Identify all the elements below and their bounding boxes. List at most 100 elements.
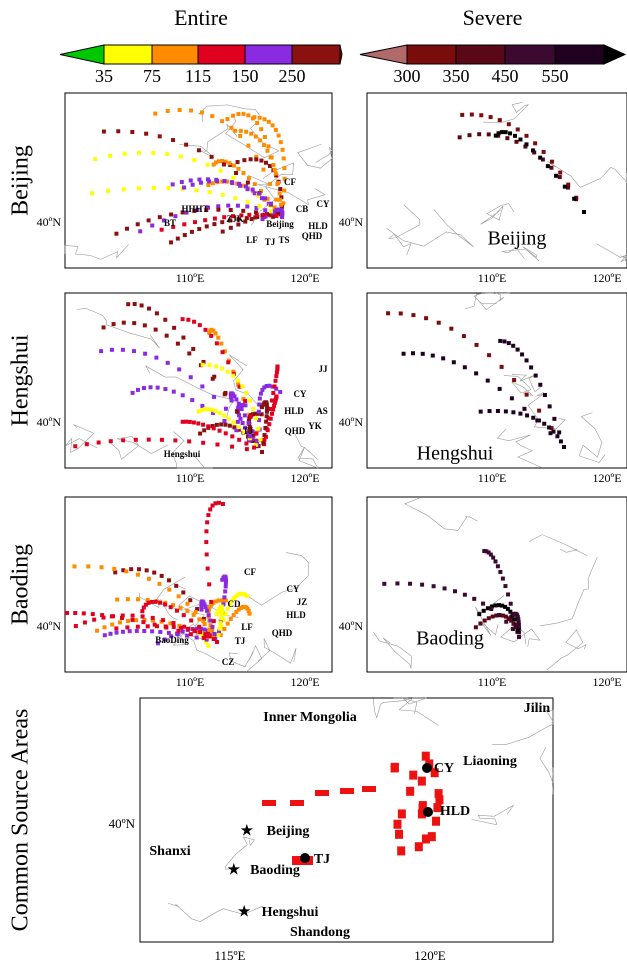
lon-label: 120ºE xyxy=(414,948,446,963)
lat-label: 40ºN xyxy=(37,619,62,633)
trajectory-cell xyxy=(505,606,510,611)
trajectory-cell xyxy=(516,622,521,627)
place-label: ZJK xyxy=(226,214,244,224)
trajectory-cell xyxy=(272,167,277,172)
trajectory-cell xyxy=(180,317,185,322)
trajectory-cell xyxy=(231,175,236,180)
trajectory-cell xyxy=(211,410,216,415)
trajectory-cell xyxy=(520,352,525,357)
boundary xyxy=(578,412,606,463)
trajectory-cell xyxy=(245,594,250,599)
trajectory-cell xyxy=(140,614,145,619)
trajectory-cell xyxy=(175,236,180,241)
trajectory-cell xyxy=(542,421,547,426)
trajectory-cell xyxy=(192,208,197,213)
trajectory-cell xyxy=(162,637,167,642)
trajectory-cell xyxy=(165,109,170,114)
trajectory-cell xyxy=(192,158,197,163)
trajectory-cell xyxy=(219,624,224,629)
trajectory-cell xyxy=(271,390,276,395)
trajectory-cell xyxy=(541,149,546,154)
trajectory-cell xyxy=(218,621,223,626)
trajectory-cell xyxy=(230,434,235,439)
trajectory-cell xyxy=(174,608,179,613)
boundary xyxy=(108,436,169,460)
trajectory-cell xyxy=(177,107,182,112)
trajectory-cell xyxy=(177,367,182,372)
colorbar-box xyxy=(504,44,556,65)
trajectory-cell xyxy=(401,351,406,356)
trajectory-cell xyxy=(231,613,236,618)
trajectory-cell xyxy=(234,593,239,598)
trajectory-cell xyxy=(572,196,577,201)
trajectory-cell xyxy=(247,398,252,403)
boundary xyxy=(492,709,554,745)
trajectory-cell xyxy=(469,112,474,117)
trajectory-cell xyxy=(126,302,131,307)
trajectory-cell xyxy=(124,226,129,231)
trajectory-cell xyxy=(275,367,280,372)
source-cell xyxy=(262,800,276,806)
trajectory-cell xyxy=(452,589,457,594)
trajectory-cell xyxy=(132,321,137,326)
trajectory-cell xyxy=(209,602,214,607)
place-label: TJ xyxy=(235,636,246,646)
colorbar-box xyxy=(406,44,457,65)
lon-label: 115ºE xyxy=(215,948,246,963)
trajectory-cell xyxy=(108,153,113,158)
trajectory-cell xyxy=(143,602,148,607)
city-star: ★ xyxy=(237,904,251,921)
trajectory-cell xyxy=(199,607,204,612)
city-dot xyxy=(422,763,432,773)
trajectory-cell xyxy=(192,319,197,324)
trajectory-cell xyxy=(146,576,151,581)
trajectory-cell xyxy=(529,365,534,370)
trajectory-cell xyxy=(515,628,520,633)
source-cell xyxy=(395,829,404,839)
trajectory-cell xyxy=(220,192,225,197)
trajectory-cell xyxy=(235,378,240,383)
trajectory-cell xyxy=(204,529,209,534)
trajectory-cell xyxy=(552,416,557,421)
colorbar-title: Entire xyxy=(174,5,228,30)
trajectory-cell xyxy=(161,618,166,623)
trajectory-cell xyxy=(262,134,267,139)
trajectory-cell xyxy=(202,407,207,412)
trajectory-cell xyxy=(271,407,276,412)
trajectory-cell xyxy=(212,222,217,227)
trajectory-cell xyxy=(210,376,215,381)
trajectory-cell xyxy=(282,176,287,181)
trajectory-cell xyxy=(228,218,233,223)
trajectory-cell xyxy=(436,320,441,325)
trajectory-cell xyxy=(158,600,163,605)
trajectory-cell xyxy=(268,406,273,411)
trajectory-cell xyxy=(150,618,155,623)
trajectory-cell xyxy=(261,167,266,172)
trajectory-cell xyxy=(493,559,498,564)
trajectory-cell xyxy=(189,229,194,234)
trajectory-cell xyxy=(169,240,174,245)
trajectory-cell xyxy=(246,438,251,443)
trajectory-cell xyxy=(207,634,212,639)
trajectory-cell xyxy=(159,573,164,578)
boundary xyxy=(294,433,319,469)
trajectory-cell xyxy=(424,316,429,321)
trajectory-cell xyxy=(175,341,180,346)
trajectory-cell xyxy=(226,203,231,208)
place-label: CD xyxy=(228,599,241,609)
trajectory-cell xyxy=(245,180,250,185)
trajectory-cell xyxy=(176,594,181,599)
trajectory-cell xyxy=(201,616,206,621)
trajectory-cell xyxy=(223,580,228,585)
trajectory-cell xyxy=(125,597,130,602)
trajectory-cell xyxy=(223,589,228,594)
trajectory-cell xyxy=(220,366,225,371)
trajectory-cell xyxy=(219,341,224,346)
map-panel xyxy=(366,92,627,269)
trajectory-cell xyxy=(254,154,259,159)
boundary xyxy=(480,203,515,225)
trajectory-cell xyxy=(253,134,258,139)
place-label: TJ xyxy=(265,237,276,247)
trajectory-cell xyxy=(274,374,279,379)
trajectory-cell xyxy=(499,130,504,135)
